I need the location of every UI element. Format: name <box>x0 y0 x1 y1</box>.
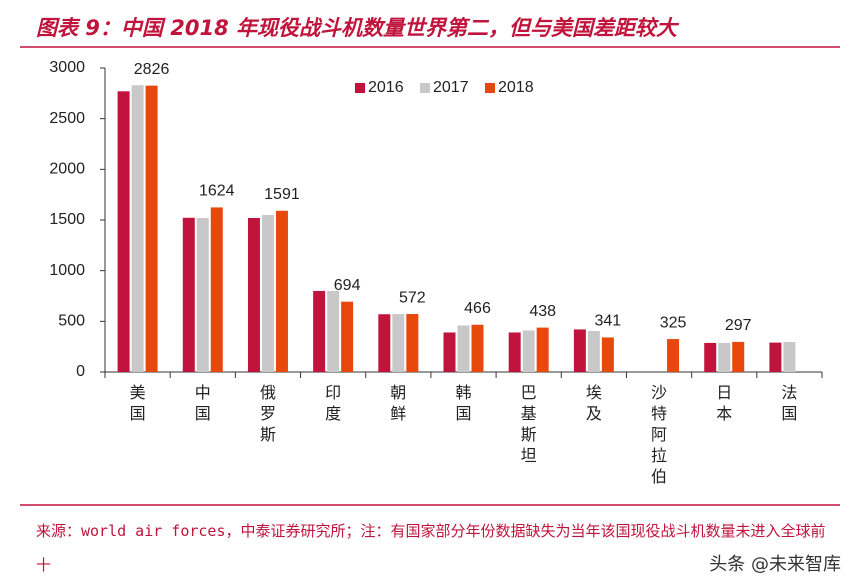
data-label: 297 <box>725 317 752 334</box>
x-tick-label: 法国 <box>781 383 798 423</box>
y-tick-label: 1500 <box>49 211 85 228</box>
bar <box>117 91 130 372</box>
legend-label: 2016 <box>368 79 404 96</box>
y-tick-label: 1000 <box>49 262 85 279</box>
x-tick-label: 巴基斯坦 <box>520 383 537 465</box>
data-label: 466 <box>464 300 491 317</box>
watermark: 头条 @未来智库 <box>709 554 841 575</box>
data-label: 694 <box>334 277 361 294</box>
y-tick-label: 2000 <box>49 161 85 178</box>
bar <box>443 332 456 372</box>
bar <box>210 207 223 372</box>
data-label: 438 <box>529 303 556 320</box>
chart-title: 图表 9：中国 2018 年现役战斗机数量世界第二，但与美国差距较大 <box>36 16 677 40</box>
x-tick-label: 俄罗斯 <box>259 383 276 444</box>
legend-swatch <box>485 83 495 93</box>
bar <box>406 314 419 372</box>
data-label: 2826 <box>134 61 170 78</box>
legend-swatch <box>420 83 430 93</box>
bar <box>196 217 209 372</box>
bar <box>145 85 158 372</box>
bar <box>601 337 614 372</box>
bar <box>718 342 731 372</box>
bar <box>704 342 717 372</box>
x-tick-label: 埃及 <box>585 383 602 423</box>
legend-label: 2017 <box>433 79 469 96</box>
data-label: 1591 <box>264 186 300 203</box>
bar <box>471 324 484 372</box>
bar <box>275 210 288 372</box>
bar <box>508 332 521 372</box>
x-tick-label: 韩国 <box>455 383 472 423</box>
x-tick-label: 中国 <box>194 383 211 423</box>
bar <box>341 301 354 372</box>
x-tick-label: 沙特阿拉伯 <box>651 383 668 486</box>
y-tick-label: 2500 <box>49 110 85 127</box>
bar <box>378 314 391 372</box>
data-label: 341 <box>595 313 622 330</box>
bar <box>182 217 195 372</box>
bar <box>247 217 260 372</box>
bar <box>313 290 326 372</box>
x-tick-label: 朝鲜 <box>390 383 407 423</box>
bar <box>327 290 340 372</box>
data-label: 1624 <box>199 183 235 200</box>
x-tick-label: 美国 <box>129 383 146 423</box>
bar <box>769 342 782 372</box>
bar <box>732 341 745 372</box>
data-label: 572 <box>399 289 426 306</box>
legend-swatch <box>355 83 365 93</box>
bar <box>457 325 470 372</box>
bar <box>783 342 796 372</box>
bar <box>131 85 144 372</box>
bar <box>667 339 680 372</box>
y-tick-label: 3000 <box>49 59 85 76</box>
y-tick-label: 0 <box>76 363 85 380</box>
legend-label: 2018 <box>498 79 534 96</box>
y-tick-label: 500 <box>58 313 85 330</box>
x-tick-label: 印度 <box>325 383 342 423</box>
bar <box>587 330 600 372</box>
data-label: 325 <box>660 314 687 331</box>
bar <box>522 330 535 372</box>
bar <box>392 314 405 372</box>
bar <box>573 329 586 372</box>
x-tick-label: 日本 <box>716 383 733 423</box>
bar <box>536 327 549 372</box>
bar <box>261 214 274 372</box>
source-note: 来源：world air forces，中泰证券研究所；注：有国家部分年份数据缺… <box>36 522 826 574</box>
